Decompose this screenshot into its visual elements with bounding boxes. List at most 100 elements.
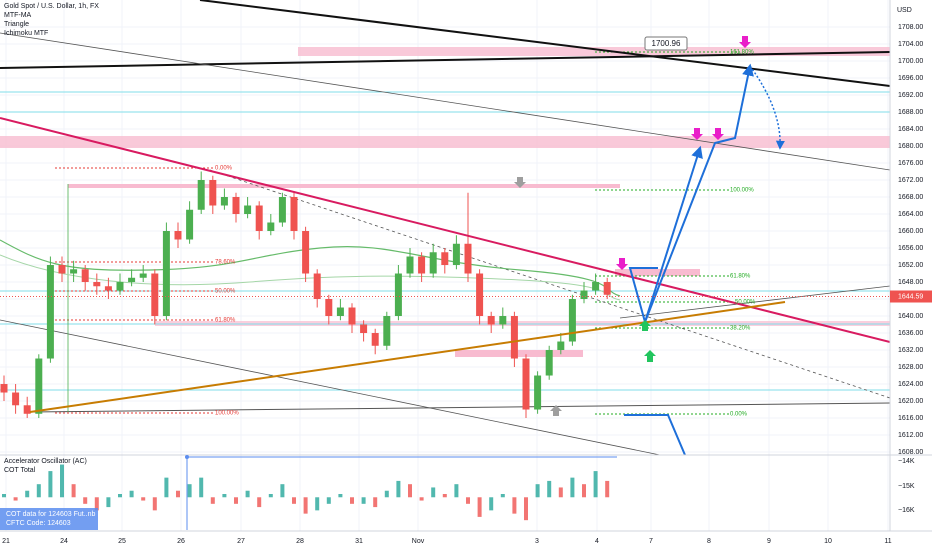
fib-label: 78.60% (215, 260, 236, 266)
fib-label: 0.00% (215, 166, 233, 172)
candle-body (580, 290, 588, 300)
cot-note: COT data for 124603 Fut..nb (6, 511, 95, 518)
projection-arrow (628, 145, 703, 326)
candle-body (162, 231, 170, 317)
oscillator-bar (257, 497, 262, 508)
zone (455, 350, 583, 357)
y-tick-label: 1664.00 (898, 211, 923, 218)
candle-body (510, 316, 518, 359)
oscillator-bar (408, 484, 412, 498)
oscillator-bar (2, 494, 6, 498)
candle-body (35, 358, 43, 414)
oscillator-bar (315, 497, 320, 511)
x-tick-label: 31 (355, 538, 363, 545)
y-tick-label: 1656.00 (898, 245, 923, 252)
oscillator-bar (535, 484, 540, 498)
oscillator-bar (512, 497, 517, 514)
candle-body (93, 282, 101, 287)
oscillator-title: Accelerator Oscillator (AC) (4, 458, 87, 465)
y-tick-label: 1636.00 (898, 330, 923, 337)
fib-label: 38.20% (730, 326, 751, 332)
candle-body (244, 205, 252, 215)
candle-body (476, 273, 484, 317)
axes: 1608.00 1612.00 1616.00 1620.00 1624.00 1628.… (0, 24, 932, 545)
oscillator-bar (338, 494, 343, 498)
y-tick-label: 1620.00 (898, 398, 923, 405)
zone (0, 136, 890, 148)
oscillator-bar (60, 464, 64, 498)
cot-note-box (0, 508, 98, 530)
candle-body (522, 358, 530, 410)
oscillator-bar (268, 494, 273, 498)
oscillator-bar (500, 494, 505, 498)
oscillator-bar (129, 490, 134, 498)
chart-title: Gold Spot / U.S. Dollar, 1h, FX (4, 3, 99, 10)
candle-body (58, 265, 66, 274)
fib-label: 61.80% (730, 274, 751, 280)
oscillator-subtitle: COT Total (4, 467, 36, 474)
candle-body (325, 299, 333, 317)
oscillator-bar (477, 497, 482, 517)
candle-body (394, 273, 402, 317)
candle-body (592, 282, 600, 291)
oscillator-bar (466, 497, 470, 504)
candle-body (418, 256, 426, 274)
candle-body (360, 324, 368, 334)
candle-body (46, 265, 54, 359)
candle-body (371, 333, 379, 346)
candle-body (81, 269, 89, 283)
candle-body (568, 299, 576, 342)
oscillator-bar (118, 494, 122, 498)
candle-body (151, 273, 159, 317)
oscillator-bar (187, 484, 192, 498)
trendline (0, 32, 890, 171)
x-tick-label: 21 (2, 538, 10, 545)
y-tick-label: 1616.00 (898, 415, 923, 422)
x-tick-label: 11 (884, 538, 891, 545)
last-price-label: 1644.59 (898, 293, 923, 300)
oscillator-bar (36, 484, 41, 498)
y-tick-label: 1704.00 (898, 41, 923, 48)
candle-body (0, 384, 8, 393)
fib-label: 100.00% (730, 188, 754, 194)
moving-average (0, 254, 621, 301)
x-tick-label: 24 (60, 538, 68, 545)
cot-note: CFTC Code: 124603 (6, 520, 71, 527)
candle-body (255, 205, 263, 232)
x-tick-label: 10 (824, 538, 832, 545)
oscillator-bar (350, 497, 354, 504)
candle-body (232, 197, 240, 215)
candle-body (278, 197, 286, 223)
fib-label: 100.00% (215, 411, 239, 417)
y-tick-label: 1608.00 (898, 449, 923, 456)
candle-body (128, 277, 136, 283)
trendline (199, 0, 890, 87)
signal-down (616, 36, 751, 270)
currency: USD (897, 7, 912, 14)
oscillator-bar (384, 490, 389, 498)
candle-body (406, 256, 414, 274)
oscillator-bar (83, 497, 88, 504)
oscillator-bar (442, 494, 447, 498)
oscillator-bar (326, 497, 331, 504)
oscillator-bar (25, 490, 30, 498)
oscillator-axis-label: −16K (898, 507, 915, 514)
oscillator-bar (582, 484, 586, 498)
y-tick-label: 1632.00 (898, 347, 923, 354)
oscillator-bar (234, 497, 238, 504)
candle-body (336, 307, 344, 317)
oscillator-bar (303, 497, 308, 514)
oscillator-bar (245, 490, 250, 498)
trendline (0, 51, 890, 69)
oscillator-bar (605, 480, 610, 498)
y-tick-label: 1672.00 (898, 177, 923, 184)
fib-lines (55, 51, 740, 415)
oscillator-bar (106, 497, 111, 508)
x-tick-label: 26 (177, 538, 185, 545)
oscillator-bar (152, 497, 157, 511)
candle-body (302, 231, 310, 274)
x-tick-label: 3 (535, 538, 539, 545)
oscillator-bar (570, 477, 575, 498)
trendline (619, 285, 890, 319)
